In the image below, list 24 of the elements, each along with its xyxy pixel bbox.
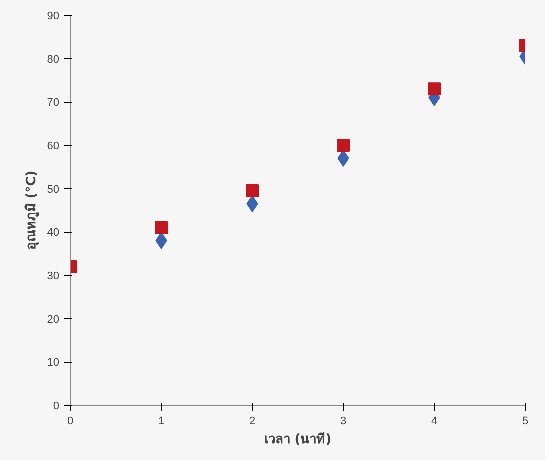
y-tick-label: 70 [47,97,60,110]
y-axis-title: อุณหภูมิ (°C) [24,170,40,250]
y-tick-label: 10 [47,357,60,370]
y-tick-label: 0 [53,400,60,412]
point [155,221,168,234]
y-tick-label: 80 [47,54,60,66]
x-tick-label: 3 [340,416,347,428]
y-tick-label: 20 [47,314,60,326]
y-tick-label: 50 [47,184,60,196]
point [428,82,441,96]
point [246,184,259,198]
x-axis-title: เวลา (นาที) [264,432,332,448]
point [246,196,258,212]
y-tick-label: 90 [47,10,60,22]
x-tick-label: 2 [249,416,256,428]
y-tick-label: 40 [47,227,60,240]
point [338,150,350,167]
y-tick-label: 30 [47,270,60,282]
x-tick-label: 4 [431,416,438,428]
x-tick-label: 5 [522,416,529,428]
x-tick-label: 1 [158,416,165,428]
point [337,139,350,152]
x-tick-label: 0 [67,416,74,428]
y-tick-label: 60 [47,140,60,152]
